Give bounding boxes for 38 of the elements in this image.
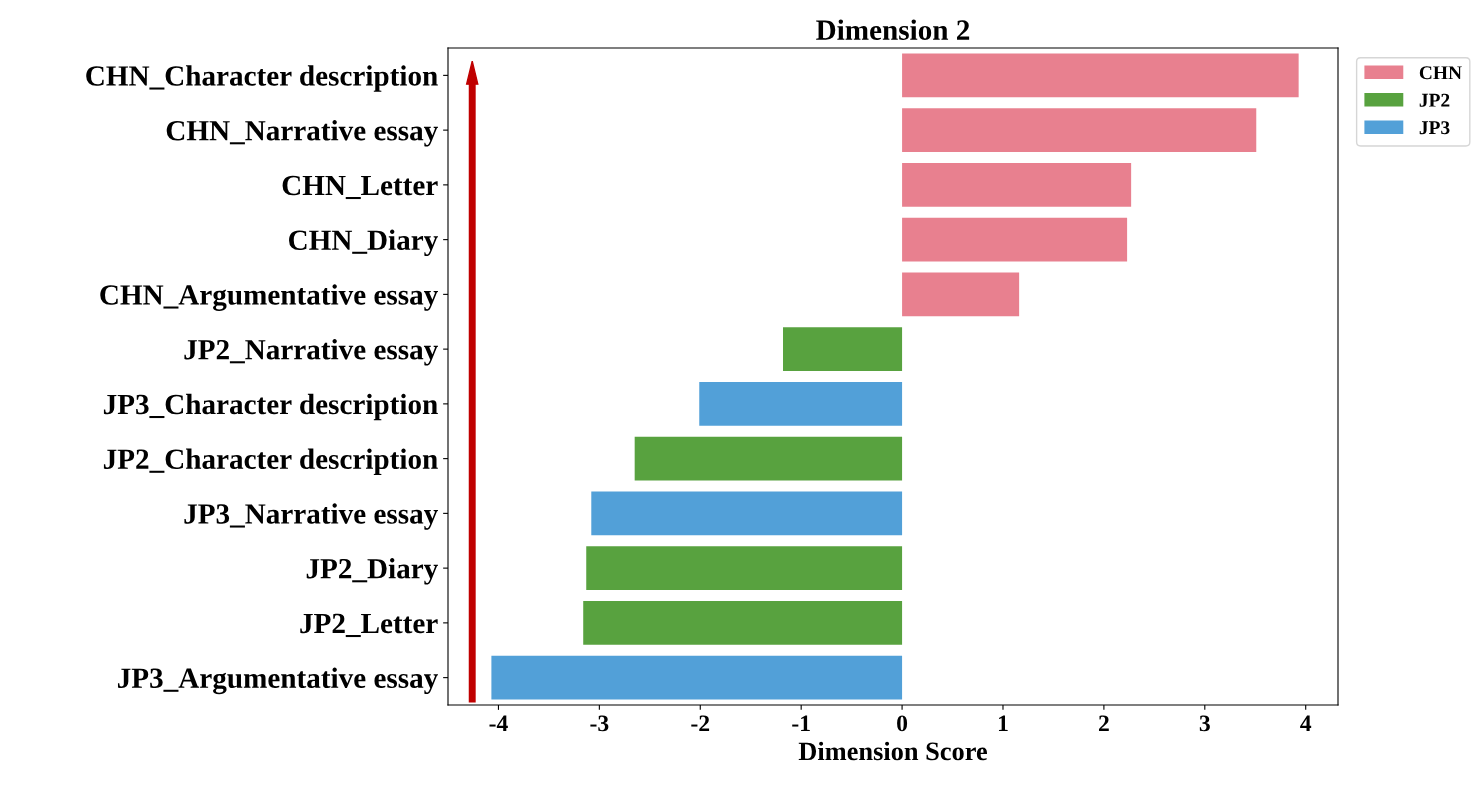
bar <box>902 217 1128 262</box>
y-tick-label: JP3_Narrative essay <box>184 503 438 530</box>
y-tick-label: CHN_Narrative essay <box>166 120 438 147</box>
bar <box>783 327 903 372</box>
bar <box>902 53 1299 98</box>
x-tick-label: -2 <box>691 715 710 732</box>
x-tick-label: -3 <box>590 715 609 732</box>
bar <box>634 436 903 481</box>
y-tick-label: JP2_Character description <box>103 448 438 475</box>
bar <box>491 655 903 700</box>
y-tick-label: CHN_Character description <box>86 65 438 92</box>
x-tick-label: -1 <box>792 715 810 732</box>
y-tick-label: CHN_Diary <box>289 229 438 257</box>
x-tick-label: 3 <box>1199 715 1210 732</box>
legend-label: CHN <box>1419 66 1462 80</box>
x-tick-label: 2 <box>1098 715 1109 732</box>
legend-label: JP3 <box>1419 121 1450 135</box>
legend-label: JP2 <box>1419 93 1450 107</box>
y-tick-label: JP2_Narrative essay <box>184 339 438 366</box>
bar <box>583 600 903 645</box>
y-tick-label: CHN_Letter <box>282 175 438 200</box>
bar <box>699 381 903 426</box>
x-tick-label: -4 <box>489 715 508 732</box>
x-tick-label: 4 <box>1300 715 1312 732</box>
y-tick-label: JP3_Character description <box>103 393 438 421</box>
bar <box>902 108 1257 153</box>
y-tick-label: CHN_Argumentative essay <box>100 284 438 311</box>
y-tick-label: JP2_Letter <box>300 613 438 638</box>
bar <box>902 272 1020 317</box>
chart-title: Dimension 2 <box>816 19 970 40</box>
bar <box>586 546 903 591</box>
bar <box>591 491 903 536</box>
y-tick-label: JP2_Diary <box>306 558 438 585</box>
x-tick-label: 1 <box>998 715 1008 732</box>
y-tick-label: JP3_Argumentative essay <box>117 667 438 695</box>
x-tick-label: 0 <box>897 715 908 732</box>
x-axis-title: Dimension Score <box>798 741 987 761</box>
bar <box>902 162 1132 207</box>
